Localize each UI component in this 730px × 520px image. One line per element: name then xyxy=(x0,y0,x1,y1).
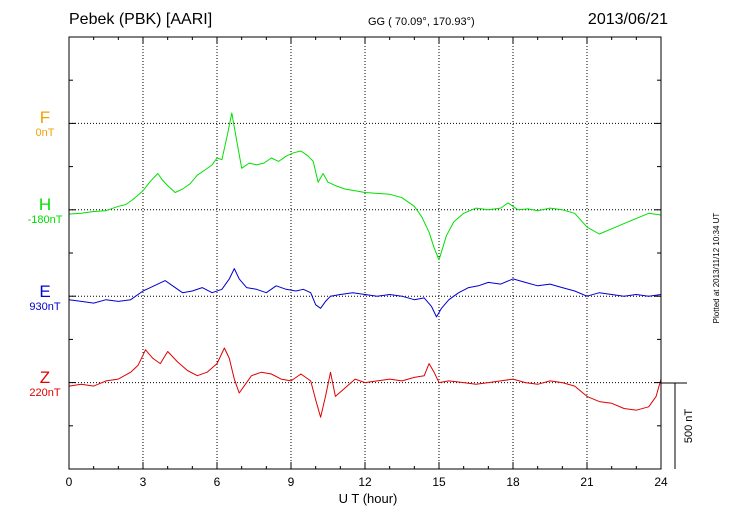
series-line-h xyxy=(68,112,662,261)
x-tick-label: 3 xyxy=(140,475,147,489)
grid xyxy=(69,37,661,469)
series-label-f: F 0nT xyxy=(20,109,70,140)
series-layer xyxy=(68,112,662,418)
series-name-h: H xyxy=(38,195,52,214)
series-name-e: E xyxy=(39,282,51,301)
x-tick-label: 24 xyxy=(654,475,668,489)
series-label-h: H -180nT xyxy=(18,196,72,227)
x-tick-label: 6 xyxy=(214,475,221,489)
scale-bar-label: 500 nT xyxy=(683,409,695,444)
series-baseline-e: 930nT xyxy=(29,301,61,313)
x-tick-label: 9 xyxy=(288,475,295,489)
series-line-z xyxy=(68,347,662,418)
scale-bar: 500 nT xyxy=(661,382,695,469)
ticks: 0 3 6 9 12 15 18 21 24 xyxy=(66,36,668,489)
station-title: Pebek (PBK) [AARI] xyxy=(69,11,213,28)
x-tick-label: 15 xyxy=(432,475,446,489)
x-tick-label: 18 xyxy=(506,475,520,489)
x-tick-label: 12 xyxy=(358,475,372,489)
series-name-z: Z xyxy=(39,368,51,387)
series-line-e xyxy=(68,268,662,318)
plotted-timestamp: Plotted at 2013/11/12 10:34 UT xyxy=(712,212,721,324)
x-axis-label: U T (hour) xyxy=(339,491,398,506)
x-tick-label: 0 xyxy=(66,475,73,489)
geographic-coordinates: GG ( 70.09°, 170.93°) xyxy=(368,16,475,28)
x-tick-label: 21 xyxy=(580,475,594,489)
date-label: 2013/06/21 xyxy=(587,11,668,28)
series-label-z: Z 220nT xyxy=(20,369,70,400)
series-label-e: E 930nT xyxy=(20,283,70,314)
series-baseline-f: 0nT xyxy=(35,127,55,139)
series-baseline-z: 220nT xyxy=(29,387,61,399)
series-name-f: F xyxy=(39,108,51,127)
series-baseline-h: -180nT xyxy=(27,214,63,226)
